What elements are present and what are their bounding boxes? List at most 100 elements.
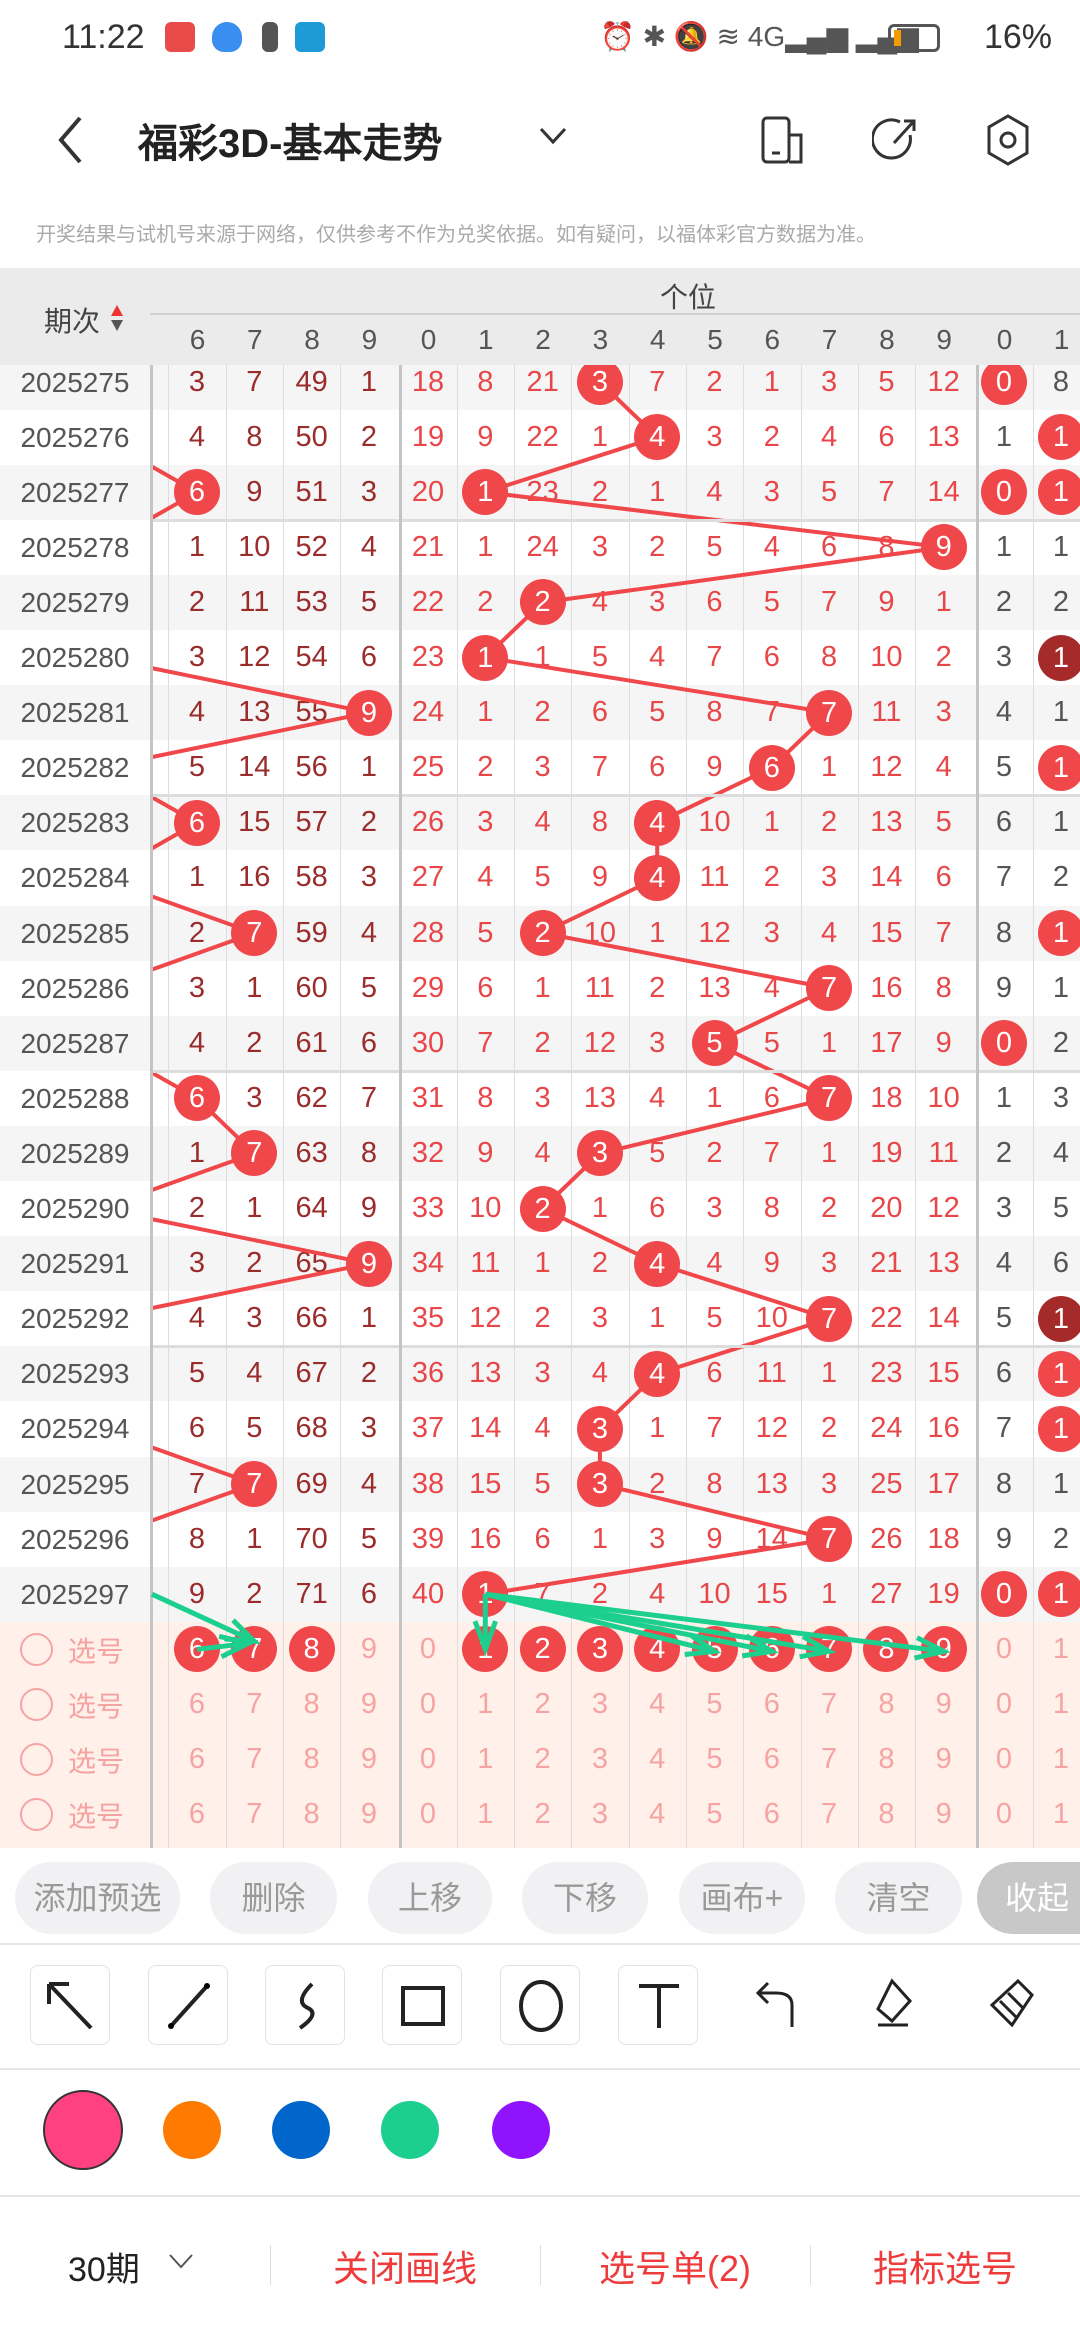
back-icon[interactable] <box>55 115 85 165</box>
cell-value: 24 <box>411 696 445 729</box>
cell-value: 21 <box>526 365 559 398</box>
close-draw-button[interactable]: 关闭画线 <box>332 2248 477 2289</box>
action-button[interactable]: 添加预选 <box>15 1862 180 1934</box>
cell-value: 4 <box>706 1247 723 1280</box>
cell-value: 66 <box>295 1302 328 1335</box>
color-swatch[interactable] <box>43 2090 123 2170</box>
period-select[interactable]: 30期 <box>68 2251 140 2289</box>
cell-value: 7 <box>706 641 723 673</box>
chevron-down-icon[interactable] <box>538 125 568 147</box>
pick-label[interactable]: 选号 <box>68 1801 125 1833</box>
cell-value: 8 <box>477 1081 494 1114</box>
column-header: 4 <box>649 324 666 355</box>
cell-value: 67 <box>295 1357 328 1390</box>
pick-row[interactable]: 选号 <box>0 1732 150 1787</box>
cell-value: 11 <box>699 861 730 894</box>
circle-tool-button[interactable] <box>500 1965 580 2045</box>
chevron-down-icon[interactable] <box>168 2252 194 2270</box>
cell-value: 1 <box>995 1081 1013 1114</box>
cell-value: 5 <box>763 1026 780 1059</box>
curve-tool-button[interactable] <box>265 1965 345 2045</box>
row-background <box>0 850 1080 906</box>
cell-value: 9 <box>360 1632 377 1665</box>
pick-list-button[interactable]: 选号单(2) <box>599 2248 751 2289</box>
cell-value: 13 <box>698 971 731 1004</box>
cell-value: 3 <box>706 1192 723 1224</box>
action-button[interactable]: 收起 <box>977 1862 1080 1934</box>
pick-label[interactable]: 选号 <box>68 1635 125 1667</box>
cell-value: 3 <box>188 1247 206 1280</box>
hit-ball: 8 <box>288 1626 335 1673</box>
column-divider <box>915 365 917 1848</box>
period-header[interactable]: 期次 <box>44 306 101 337</box>
screen-icon[interactable] <box>760 115 806 167</box>
pick-radio[interactable] <box>20 1743 53 1776</box>
undo-tool-button[interactable] <box>736 1965 816 2045</box>
column-header: 1 <box>1053 324 1070 355</box>
page-title[interactable]: 福彩3D-基本走势 <box>138 122 443 166</box>
action-button[interactable]: 上移 <box>368 1862 492 1934</box>
clear-brush-tool-button[interactable] <box>970 1965 1050 2045</box>
color-swatch[interactable] <box>272 2101 330 2159</box>
cell-value: 1 <box>706 1081 723 1114</box>
cell-value: 9 <box>360 1687 377 1720</box>
pick-radio[interactable] <box>20 1687 53 1721</box>
hit-ball: 3 <box>576 1461 623 1507</box>
color-swatch[interactable] <box>492 2101 550 2159</box>
text-tool-button[interactable] <box>618 1965 698 2045</box>
cell-value: 3 <box>246 1302 263 1335</box>
cell-value: 1 <box>360 751 377 784</box>
period-cell: 2025295 <box>0 1456 150 1512</box>
eraser-tool-button[interactable] <box>852 1965 932 2045</box>
cell-value: 2 <box>649 1467 666 1500</box>
share-icon[interactable] <box>872 115 920 165</box>
column-header: 7 <box>247 324 263 355</box>
color-swatch[interactable] <box>163 2101 221 2159</box>
hit-ball: 4 <box>634 1240 681 1287</box>
period-cell: 2025296 <box>0 1511 150 1567</box>
color-swatch[interactable] <box>381 2101 439 2159</box>
sort-icon[interactable] <box>110 304 124 332</box>
pick-radio[interactable] <box>20 1798 53 1832</box>
cell-value: 13 <box>238 696 271 729</box>
cell-value: 10 <box>870 641 903 673</box>
action-button[interactable]: 画布+ <box>679 1862 805 1934</box>
cell-value: 12 <box>927 365 960 398</box>
indicator-pick-button[interactable]: 指标选号 <box>872 2248 1017 2289</box>
cell-value: 2 <box>246 1247 263 1280</box>
trend-line <box>542 545 944 605</box>
pick-label[interactable]: 选号 <box>68 1690 125 1722</box>
pick-radio[interactable] <box>20 1632 53 1666</box>
rectangle-tool-button[interactable] <box>382 1965 462 2045</box>
hit-ball: 9 <box>920 524 967 571</box>
cell-value: 1 <box>246 1522 263 1555</box>
pick-row[interactable]: 选号 <box>0 1676 150 1732</box>
group-divider <box>0 1345 1080 1349</box>
arrow-tool-button[interactable] <box>30 1965 110 2045</box>
action-button[interactable]: 删除 <box>210 1862 337 1934</box>
cell-value: 18 <box>927 1522 960 1555</box>
cell-value: 51 <box>295 475 328 508</box>
cell-value: 5 <box>591 641 608 673</box>
cell-value: 8 <box>995 1467 1013 1500</box>
action-button[interactable]: 下移 <box>522 1862 648 1934</box>
pick-row[interactable]: 选号 <box>0 1621 150 1677</box>
cell-value: 4 <box>995 696 1013 729</box>
column-divider <box>1032 365 1034 1848</box>
cell-value: 6 <box>763 1687 780 1720</box>
cell-value: 3 <box>995 1192 1013 1224</box>
cell-value: 62 <box>295 1081 328 1114</box>
cell-value: 12 <box>755 1412 788 1445</box>
cell-value: 10 <box>755 1302 788 1335</box>
line-tool-button[interactable] <box>148 1965 228 2045</box>
pick-row[interactable]: 选号 <box>0 1787 150 1843</box>
cell-value: 1 <box>1052 530 1070 563</box>
cell-value: 11 <box>470 1247 501 1280</box>
cell-value: 1 <box>1052 1467 1070 1500</box>
cell-value: 8 <box>878 1798 895 1831</box>
settings-icon[interactable] <box>985 113 1031 167</box>
cell-value: 1 <box>1052 1687 1070 1720</box>
action-button[interactable]: 清空 <box>835 1862 962 1934</box>
pick-label[interactable]: 选号 <box>68 1746 125 1777</box>
cell-value: 25 <box>870 1467 903 1500</box>
